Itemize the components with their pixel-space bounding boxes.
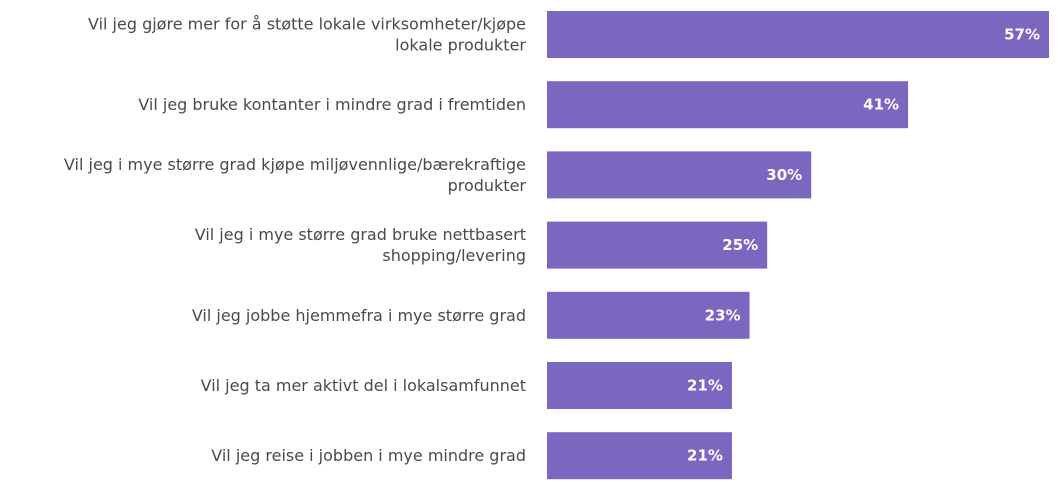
bars-group <box>547 11 1049 480</box>
bar-1 <box>547 11 1049 58</box>
value-label-6: 21% <box>687 377 723 395</box>
category-label-7-line-1: Vil jeg reise i jobben i mye mindre grad <box>211 446 526 465</box>
category-label-6: Vil jeg ta mer aktivt del i lokalsamfunn… <box>201 376 526 395</box>
category-label-1: Vil jeg gjøre mer for å støtte lokale vi… <box>88 15 526 55</box>
category-label-5-line-1: Vil jeg jobbe hjemmefra i mye større gra… <box>192 306 526 325</box>
category-label-1-line-2: lokale produkter <box>395 36 526 55</box>
bar-7 <box>547 432 732 480</box>
value-label-5: 23% <box>705 306 741 324</box>
category-label-7: Vil jeg reise i jobben i mye mindre grad <box>211 446 526 465</box>
category-label-3: Vil jeg i mye større grad kjøpe miljøven… <box>64 155 526 195</box>
value-labels-group: 57% 41% 30% 25% 23% 21% 21% <box>687 26 1040 465</box>
value-label-2: 41% <box>863 96 899 114</box>
bar-5 <box>547 291 750 339</box>
category-label-1-line-1: Vil jeg gjøre mer for å støtte lokale vi… <box>88 15 526 34</box>
value-label-3: 30% <box>766 166 802 184</box>
value-label-4: 25% <box>722 236 758 254</box>
bar-4 <box>547 221 768 269</box>
category-label-4-line-2: shopping/levering <box>382 246 526 265</box>
bar-3 <box>547 151 812 199</box>
category-label-2: Vil jeg bruke kontanter i mindre grad i … <box>138 95 526 114</box>
bar-6 <box>547 362 732 409</box>
category-label-4-line-1: Vil jeg i mye større grad bruke nettbase… <box>195 225 526 244</box>
category-label-6-line-1: Vil jeg ta mer aktivt del i lokalsamfunn… <box>201 376 526 395</box>
value-label-7: 21% <box>687 447 723 465</box>
bar-2 <box>547 81 909 129</box>
category-label-3-line-2: produkter <box>448 176 527 195</box>
category-label-4: Vil jeg i mye større grad bruke nettbase… <box>195 225 526 265</box>
category-label-3-line-1: Vil jeg i mye større grad kjøpe miljøven… <box>64 155 526 174</box>
value-label-1: 57% <box>1004 26 1040 44</box>
category-label-2-line-1: Vil jeg bruke kontanter i mindre grad i … <box>138 95 526 114</box>
category-labels-group: Vil jeg gjøre mer for å støtte lokale vi… <box>64 15 527 466</box>
category-label-5: Vil jeg jobbe hjemmefra i mye større gra… <box>192 306 526 325</box>
